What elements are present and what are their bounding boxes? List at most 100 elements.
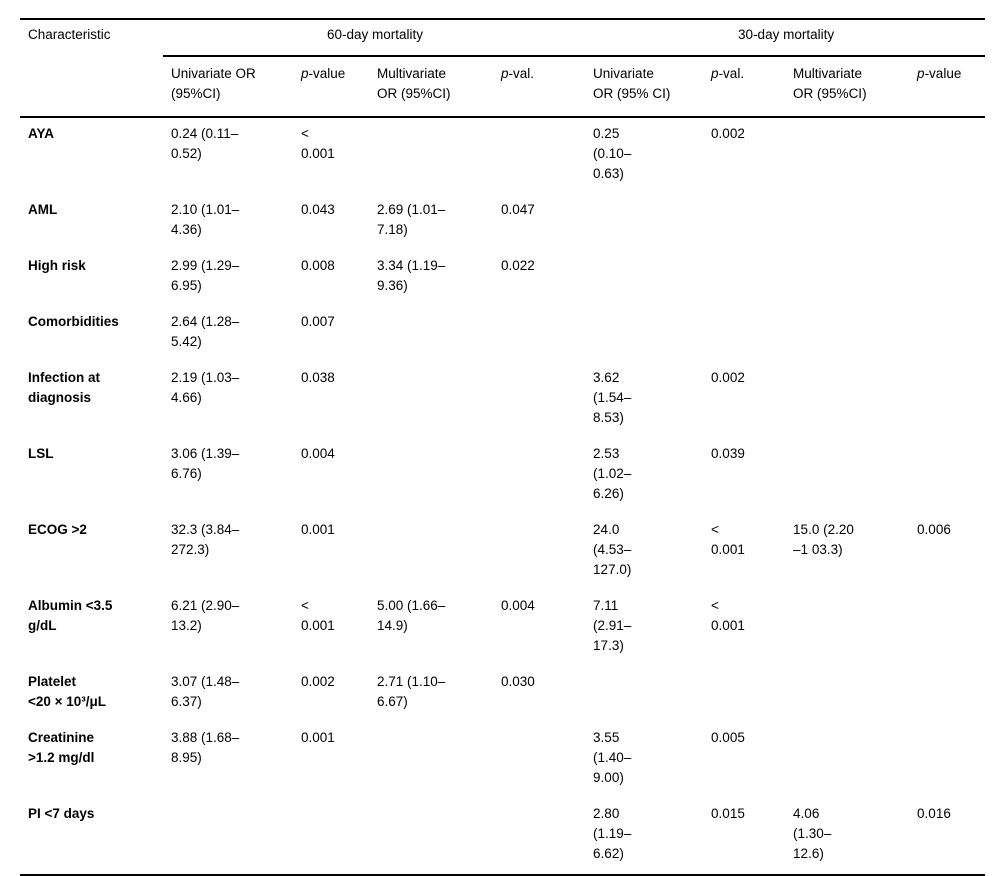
cell: 3.34 (1.19– 9.36) — [377, 258, 446, 293]
row-label: ECOG >2 — [28, 522, 87, 537]
cell: 3.62 (1.54– 8.53) — [593, 370, 632, 425]
table-row: Albumin <3.5 g/dL 6.21 (2.90– 13.2) < 0.00… — [20, 590, 985, 666]
cell — [909, 250, 985, 306]
col-header-multivariate-or-30d: Multivariate OR (95%CI) — [785, 56, 910, 118]
row-label: High risk — [28, 258, 86, 273]
col-header-p-value-60d-multivariate: p-val. — [493, 56, 586, 118]
cell: 0.006 — [917, 522, 951, 537]
cell: < 0.001 — [711, 598, 745, 633]
cell: 0.25 (0.10– 0.63) — [593, 126, 632, 181]
cell — [585, 194, 703, 250]
cell: 2.99 (1.29– 6.95) — [171, 258, 240, 293]
col-header-label: -value — [308, 66, 346, 81]
col-header-multivariate-or-60d: Multivariate OR (95%CI) — [369, 56, 493, 118]
cell: 0.001 — [301, 522, 335, 537]
cell: 5.00 (1.66– 14.9) — [377, 598, 446, 633]
cell — [909, 666, 985, 722]
cell: 0.004 — [501, 598, 535, 613]
cell — [703, 666, 785, 722]
cell — [369, 438, 493, 514]
cell: 0.002 — [711, 370, 745, 385]
cell — [909, 722, 985, 798]
cell — [369, 798, 493, 875]
cell — [369, 514, 493, 590]
col-header-univariate-or-60d: Univariate OR (95%CI) — [163, 56, 293, 118]
p-italic: p — [301, 66, 309, 81]
group-header-row: Characteristic 60-day mortality 30-day m… — [20, 19, 986, 118]
cell — [163, 798, 293, 875]
row-label: Platelet <20 × 10³/μL — [28, 674, 107, 709]
characteristic-column-header: Characteristic — [20, 19, 163, 118]
cell: < 0.001 — [301, 598, 335, 633]
cell — [585, 306, 703, 362]
cell — [369, 117, 493, 194]
cell — [785, 362, 909, 438]
cell — [369, 306, 493, 362]
table-row: PI <7 days 2.80 (1.19– 6.62) 0.015 4.06 (1.… — [20, 798, 985, 875]
cell: 0.047 — [501, 202, 535, 217]
col-header-label: Univariate OR (95% CI) — [593, 66, 671, 101]
table-row: AML 2.10 (1.01– 4.36) 0.043 2.69 (1.01– 7.1… — [20, 194, 985, 250]
cell: 0.007 — [301, 314, 335, 329]
cell — [703, 306, 785, 362]
cell: 0.043 — [301, 202, 335, 217]
cell — [369, 362, 493, 438]
cell — [909, 362, 985, 438]
cell — [493, 117, 585, 194]
cell: 7.11 (2.91– 17.3) — [593, 598, 632, 653]
p-italic: p — [501, 66, 509, 81]
cell — [909, 438, 985, 514]
row-label: Comorbidities — [28, 314, 119, 329]
table-row: Creatinine >1.2 mg/dl 3.88 (1.68– 8.95) 0.… — [20, 722, 985, 798]
table-row: ECOG >2 32.3 (3.84– 272.3) 0.001 24.0 (4.53… — [20, 514, 985, 590]
p-italic: p — [917, 66, 925, 81]
cell: 0.022 — [501, 258, 535, 273]
cell: 24.0 (4.53– 127.0) — [593, 522, 632, 577]
cell — [785, 117, 909, 194]
cell — [493, 722, 585, 798]
cell — [585, 250, 703, 306]
cell: 3.06 (1.39– 6.76) — [171, 446, 240, 481]
cell: 32.3 (3.84– 272.3) — [171, 522, 240, 557]
cell — [909, 590, 985, 666]
cell: 0.002 — [711, 126, 745, 141]
cell: 2.69 (1.01– 7.18) — [377, 202, 446, 237]
table-row: High risk 2.99 (1.29– 6.95) 0.008 3.34 (1.1… — [20, 250, 985, 306]
cell: 0.004 — [301, 446, 335, 461]
col-header-label: -value — [924, 66, 962, 81]
cell: 2.53 (1.02– 6.26) — [593, 446, 632, 501]
cell — [909, 306, 985, 362]
cell — [785, 722, 909, 798]
table-row: Platelet <20 × 10³/μL 3.07 (1.48– 6.37) 0.… — [20, 666, 985, 722]
cell: 2.10 (1.01– 4.36) — [171, 202, 240, 237]
cell — [785, 306, 909, 362]
cell — [493, 306, 585, 362]
column-header-row: Univariate OR (95%CI) p-value Multivaria… — [20, 56, 986, 118]
cell — [293, 798, 369, 875]
cell: 3.55 (1.40– 9.00) — [593, 730, 632, 785]
cell: 0.002 — [301, 674, 335, 689]
cell: 15.0 (2.20 –1 03.3) — [793, 522, 854, 557]
col-header-p-value-30d-multivariate: p-value — [909, 56, 986, 118]
cell: 0.038 — [301, 370, 335, 385]
cell — [909, 117, 985, 194]
cell — [585, 666, 703, 722]
row-label: Albumin <3.5 g/dL — [28, 598, 113, 633]
group-header-60-day-mortality: 60-day mortality — [163, 19, 586, 57]
cell — [785, 666, 909, 722]
cell — [493, 798, 585, 875]
cell: 0.039 — [711, 446, 745, 461]
col-header-label: Multivariate OR (95%CI) — [377, 66, 451, 101]
cell — [493, 362, 585, 438]
table-row: AYA 0.24 (0.11– 0.52) < 0.001 0.25 (0.10– 0… — [20, 117, 985, 194]
cell — [785, 590, 909, 666]
cell — [703, 194, 785, 250]
cell: 3.88 (1.68– 8.95) — [171, 730, 240, 765]
cell: 4.06 (1.30– 12.6) — [793, 806, 832, 861]
cell: 0.001 — [301, 730, 335, 745]
cell — [785, 438, 909, 514]
table-body: AYA 0.24 (0.11– 0.52) < 0.001 0.25 (0.10– 0… — [20, 117, 985, 875]
cell: 2.64 (1.28– 5.42) — [171, 314, 240, 349]
cell: 6.21 (2.90– 13.2) — [171, 598, 240, 633]
cell: < 0.001 — [301, 126, 335, 161]
